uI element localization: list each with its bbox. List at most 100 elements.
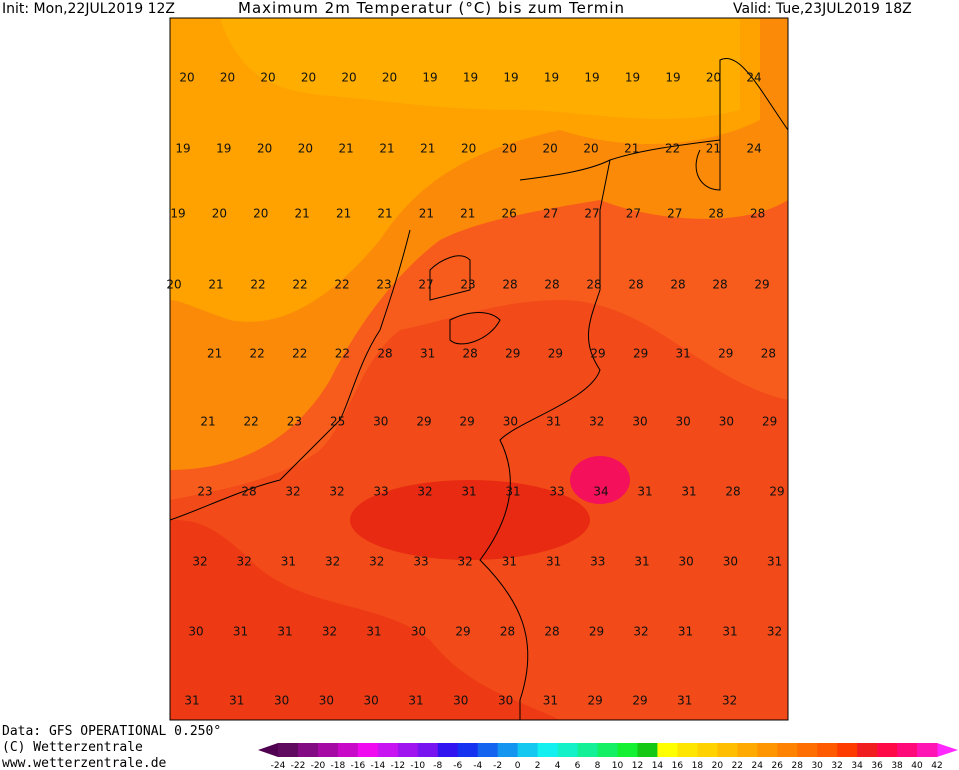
temperature-value: 28: [761, 347, 776, 361]
colorbar-segment: [477, 743, 499, 757]
colorbar-segment: [297, 743, 319, 757]
temperature-value: 21: [339, 142, 354, 156]
temperature-value: 31: [767, 555, 782, 569]
temperature-value: 28: [377, 347, 392, 361]
temperature-value: 29: [762, 415, 777, 429]
colorbar: -24 -22 -20 -18 -16 -14 -12 -10 -8 -6 -4 -2 0 2 4 6 8 10 1…: [258, 743, 958, 770]
temperature-value: 19: [625, 71, 640, 85]
temperature-value: 21: [207, 347, 222, 361]
temperature-value: 21: [706, 142, 721, 156]
temperature-value: 28: [241, 485, 256, 499]
temperature-value: 20: [382, 71, 397, 85]
temperature-value: 29: [769, 485, 784, 499]
temperature-value: 31: [461, 485, 476, 499]
temperature-value: 28: [709, 207, 724, 221]
colorbar-segment: [537, 743, 559, 757]
temperature-value: 29: [548, 347, 563, 361]
temperature-value: 31: [546, 415, 561, 429]
temperature-value: 19: [463, 71, 478, 85]
temperature-value: 19: [665, 71, 680, 85]
temperature-value: 27: [667, 207, 682, 221]
colorbar-tick-label: 2: [535, 761, 541, 770]
colorbar-segment: [278, 743, 299, 757]
temperature-value: 25: [330, 415, 345, 429]
temperature-value: 23: [287, 415, 302, 429]
temperature-value: 20: [301, 71, 316, 85]
colorbar-segment: [617, 743, 638, 757]
colorbar-tick-label: 24: [752, 761, 764, 770]
temperature-value: 29: [754, 278, 769, 292]
colorbar-tick-label: -22: [291, 761, 306, 770]
temperature-value: 30: [723, 555, 738, 569]
colorbar-tick-label: -6: [453, 761, 462, 770]
temperature-value: 29: [505, 347, 520, 361]
temperature-value: 21: [336, 207, 351, 221]
temperature-value: 19: [503, 71, 518, 85]
colorbar-high-arrow: [937, 743, 958, 757]
colorbar-segment: [457, 743, 479, 757]
colorbar-segment: [717, 743, 738, 757]
colorbar-tick-label: -24: [271, 761, 286, 770]
temperature-value: 20: [220, 71, 235, 85]
temperature-value: 22: [334, 278, 349, 292]
temperature-value: 21: [208, 278, 223, 292]
map-background: [169, 18, 789, 720]
temperature-value: 32: [325, 555, 340, 569]
colorbar-tick-label: -20: [311, 761, 326, 770]
colorbar-segment: [377, 743, 399, 757]
temperature-value: 30: [632, 415, 647, 429]
colorbar-segment: [517, 743, 539, 757]
colorbar-tick-label: 28: [791, 761, 803, 770]
temperature-value: 31: [634, 555, 649, 569]
colorbar-tick-label: 10: [612, 761, 624, 770]
colorbar-segment: [357, 743, 379, 757]
temperature-value: 33: [413, 555, 428, 569]
temperature-value: 28: [670, 278, 685, 292]
colorbar-segment: [657, 743, 678, 757]
temperature-value: 32: [589, 415, 604, 429]
colorbar-segment: [557, 743, 579, 757]
temperature-value: 19: [175, 142, 190, 156]
temperature-value: 32: [767, 625, 782, 639]
temperature-value: 27: [584, 207, 599, 221]
init-label: Init: Mon,22JUL2019 12Z: [2, 1, 175, 17]
colorbar-tick-label: 38: [891, 761, 903, 770]
temperature-value: 20: [461, 142, 476, 156]
colorbar-segment: [697, 743, 718, 757]
temperature-value: 20: [502, 142, 517, 156]
colorbar-segment: [797, 743, 818, 757]
temperature-value: 32: [322, 625, 337, 639]
colorbar-tick-label: 8: [595, 761, 601, 770]
temperature-value: 28: [544, 278, 559, 292]
temperature-value: 29: [589, 625, 604, 639]
temperature-value: 20: [253, 207, 268, 221]
colorbar-tick-label: 18: [692, 761, 704, 770]
temperature-value: 32: [192, 555, 207, 569]
map-frame: [169, 17, 789, 721]
colorbar-tick-label: -12: [390, 761, 405, 770]
colorbar-segment: [817, 743, 838, 757]
colorbar-tick-label: 26: [772, 761, 784, 770]
temperature-value: 21: [295, 207, 310, 221]
temperature-value: 28: [544, 625, 559, 639]
temperature-value: 30: [373, 415, 388, 429]
temperature-value: 20: [212, 207, 227, 221]
colorbar-segment: [837, 743, 858, 757]
temperature-value: 34: [593, 485, 608, 499]
temperature-value: 30: [453, 694, 468, 708]
colorbar-tick-label: -14: [370, 761, 385, 770]
colorbar-tick-label: 6: [575, 761, 581, 770]
temperature-value: 29: [460, 415, 475, 429]
temperature-value: 29: [455, 625, 470, 639]
colorbar-tick-label: -2: [493, 761, 502, 770]
temperature-value: 20: [257, 142, 272, 156]
colorbar-low-arrow: [258, 743, 278, 757]
temperature-value: 32: [458, 555, 473, 569]
temperature-value: 22: [665, 142, 680, 156]
temperature-value: 32: [633, 625, 648, 639]
temperature-value: 28: [586, 278, 601, 292]
colorbar-tick-label: 30: [811, 761, 823, 770]
temperature-value: 31: [502, 555, 517, 569]
temperature-value: 27: [418, 278, 433, 292]
